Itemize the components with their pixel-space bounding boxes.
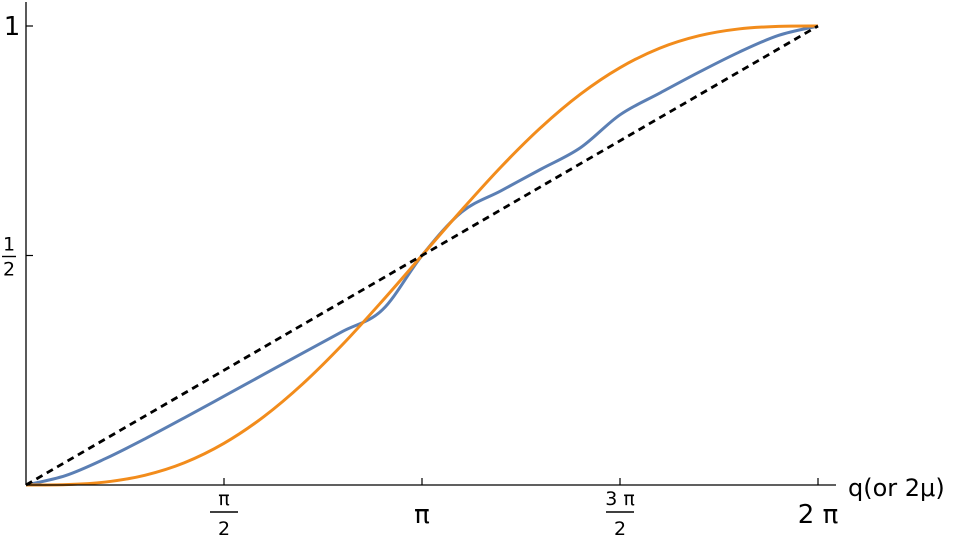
x-axis-title: q(or 2μ)	[848, 474, 945, 502]
x-tick-label: π	[414, 500, 430, 530]
y-tick-denominator: 2	[3, 259, 15, 281]
series-line-3	[25, 24, 819, 487]
x-tick-denominator: 2	[218, 518, 230, 540]
x-tick-numerator: 3 π	[605, 488, 635, 510]
x-tick-numerator: π	[218, 488, 229, 510]
x-tick-denominator: 2	[614, 518, 626, 540]
plot-area	[25, 24, 819, 487]
y-tick-label: 1	[4, 12, 21, 42]
x-tick-label: 2 π	[798, 500, 838, 530]
y-tick-numerator: 1	[3, 234, 15, 256]
ticks: π 2 π 3 π 2 2 π 1 2 1	[2, 12, 838, 540]
